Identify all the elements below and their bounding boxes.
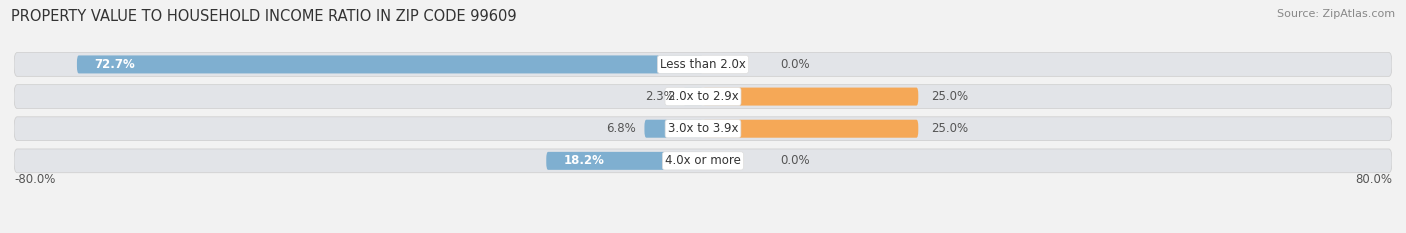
FancyBboxPatch shape xyxy=(703,88,918,106)
Text: PROPERTY VALUE TO HOUSEHOLD INCOME RATIO IN ZIP CODE 99609: PROPERTY VALUE TO HOUSEHOLD INCOME RATIO… xyxy=(11,9,517,24)
FancyBboxPatch shape xyxy=(547,152,703,170)
FancyBboxPatch shape xyxy=(14,85,1392,109)
FancyBboxPatch shape xyxy=(683,88,703,106)
Text: 2.3%: 2.3% xyxy=(645,90,675,103)
Text: 6.8%: 6.8% xyxy=(606,122,636,135)
Text: 3.0x to 3.9x: 3.0x to 3.9x xyxy=(668,122,738,135)
FancyBboxPatch shape xyxy=(703,120,918,138)
FancyBboxPatch shape xyxy=(644,120,703,138)
Text: 0.0%: 0.0% xyxy=(780,154,810,167)
Text: 72.7%: 72.7% xyxy=(94,58,135,71)
FancyBboxPatch shape xyxy=(14,117,1392,140)
Text: 2.0x to 2.9x: 2.0x to 2.9x xyxy=(668,90,738,103)
Text: 0.0%: 0.0% xyxy=(780,58,810,71)
FancyBboxPatch shape xyxy=(14,53,1392,76)
FancyBboxPatch shape xyxy=(14,149,1392,173)
Text: 25.0%: 25.0% xyxy=(931,90,969,103)
Text: Source: ZipAtlas.com: Source: ZipAtlas.com xyxy=(1277,9,1395,19)
Text: 4.0x or more: 4.0x or more xyxy=(665,154,741,167)
Text: 25.0%: 25.0% xyxy=(931,122,969,135)
Text: -80.0%: -80.0% xyxy=(14,173,55,186)
Text: 80.0%: 80.0% xyxy=(1355,173,1392,186)
FancyBboxPatch shape xyxy=(77,55,703,73)
Text: Less than 2.0x: Less than 2.0x xyxy=(659,58,747,71)
Text: 18.2%: 18.2% xyxy=(564,154,605,167)
